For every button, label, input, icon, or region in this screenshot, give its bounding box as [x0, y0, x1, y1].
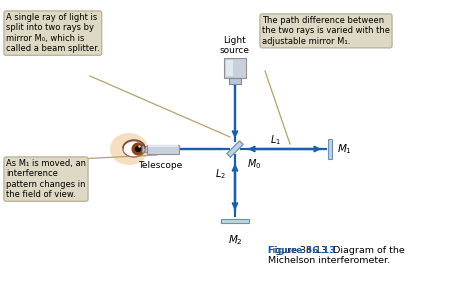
Bar: [226, 60, 233, 76]
Text: Figure 36.13: Figure 36.13: [268, 246, 335, 255]
Ellipse shape: [123, 141, 145, 157]
Text: A single ray of light is
split into two rays by
mirror M₀, which is
called a bea: A single ray of light is split into two …: [6, 13, 100, 53]
Text: $M_1$: $M_1$: [337, 142, 352, 156]
Circle shape: [135, 146, 141, 152]
Text: $M_0$: $M_0$: [247, 157, 261, 171]
Text: $L_2$: $L_2$: [215, 167, 226, 181]
Bar: [142, 146, 147, 152]
Bar: [221, 219, 249, 223]
Text: $L_1$: $L_1$: [270, 133, 281, 147]
Text: $M_2$: $M_2$: [228, 233, 242, 247]
Bar: [328, 139, 332, 159]
Text: Light
source: Light source: [220, 36, 250, 55]
Text: Figure 36.13  Diagram of the
Michelson interferometer.: Figure 36.13 Diagram of the Michelson in…: [268, 246, 405, 265]
Circle shape: [138, 145, 141, 148]
Circle shape: [132, 142, 145, 156]
Text: The path difference between
the two rays is varied with the
adjustable mirror M₁: The path difference between the two rays…: [262, 16, 390, 46]
Bar: [224, 58, 246, 78]
Ellipse shape: [110, 133, 148, 165]
Text: Telescope: Telescope: [138, 160, 182, 169]
Bar: [147, 144, 179, 154]
Text: As M₁ is moved, an
interference
pattern changes in
the field of view.: As M₁ is moved, an interference pattern …: [6, 159, 86, 199]
Bar: [229, 78, 241, 84]
Polygon shape: [227, 141, 243, 157]
